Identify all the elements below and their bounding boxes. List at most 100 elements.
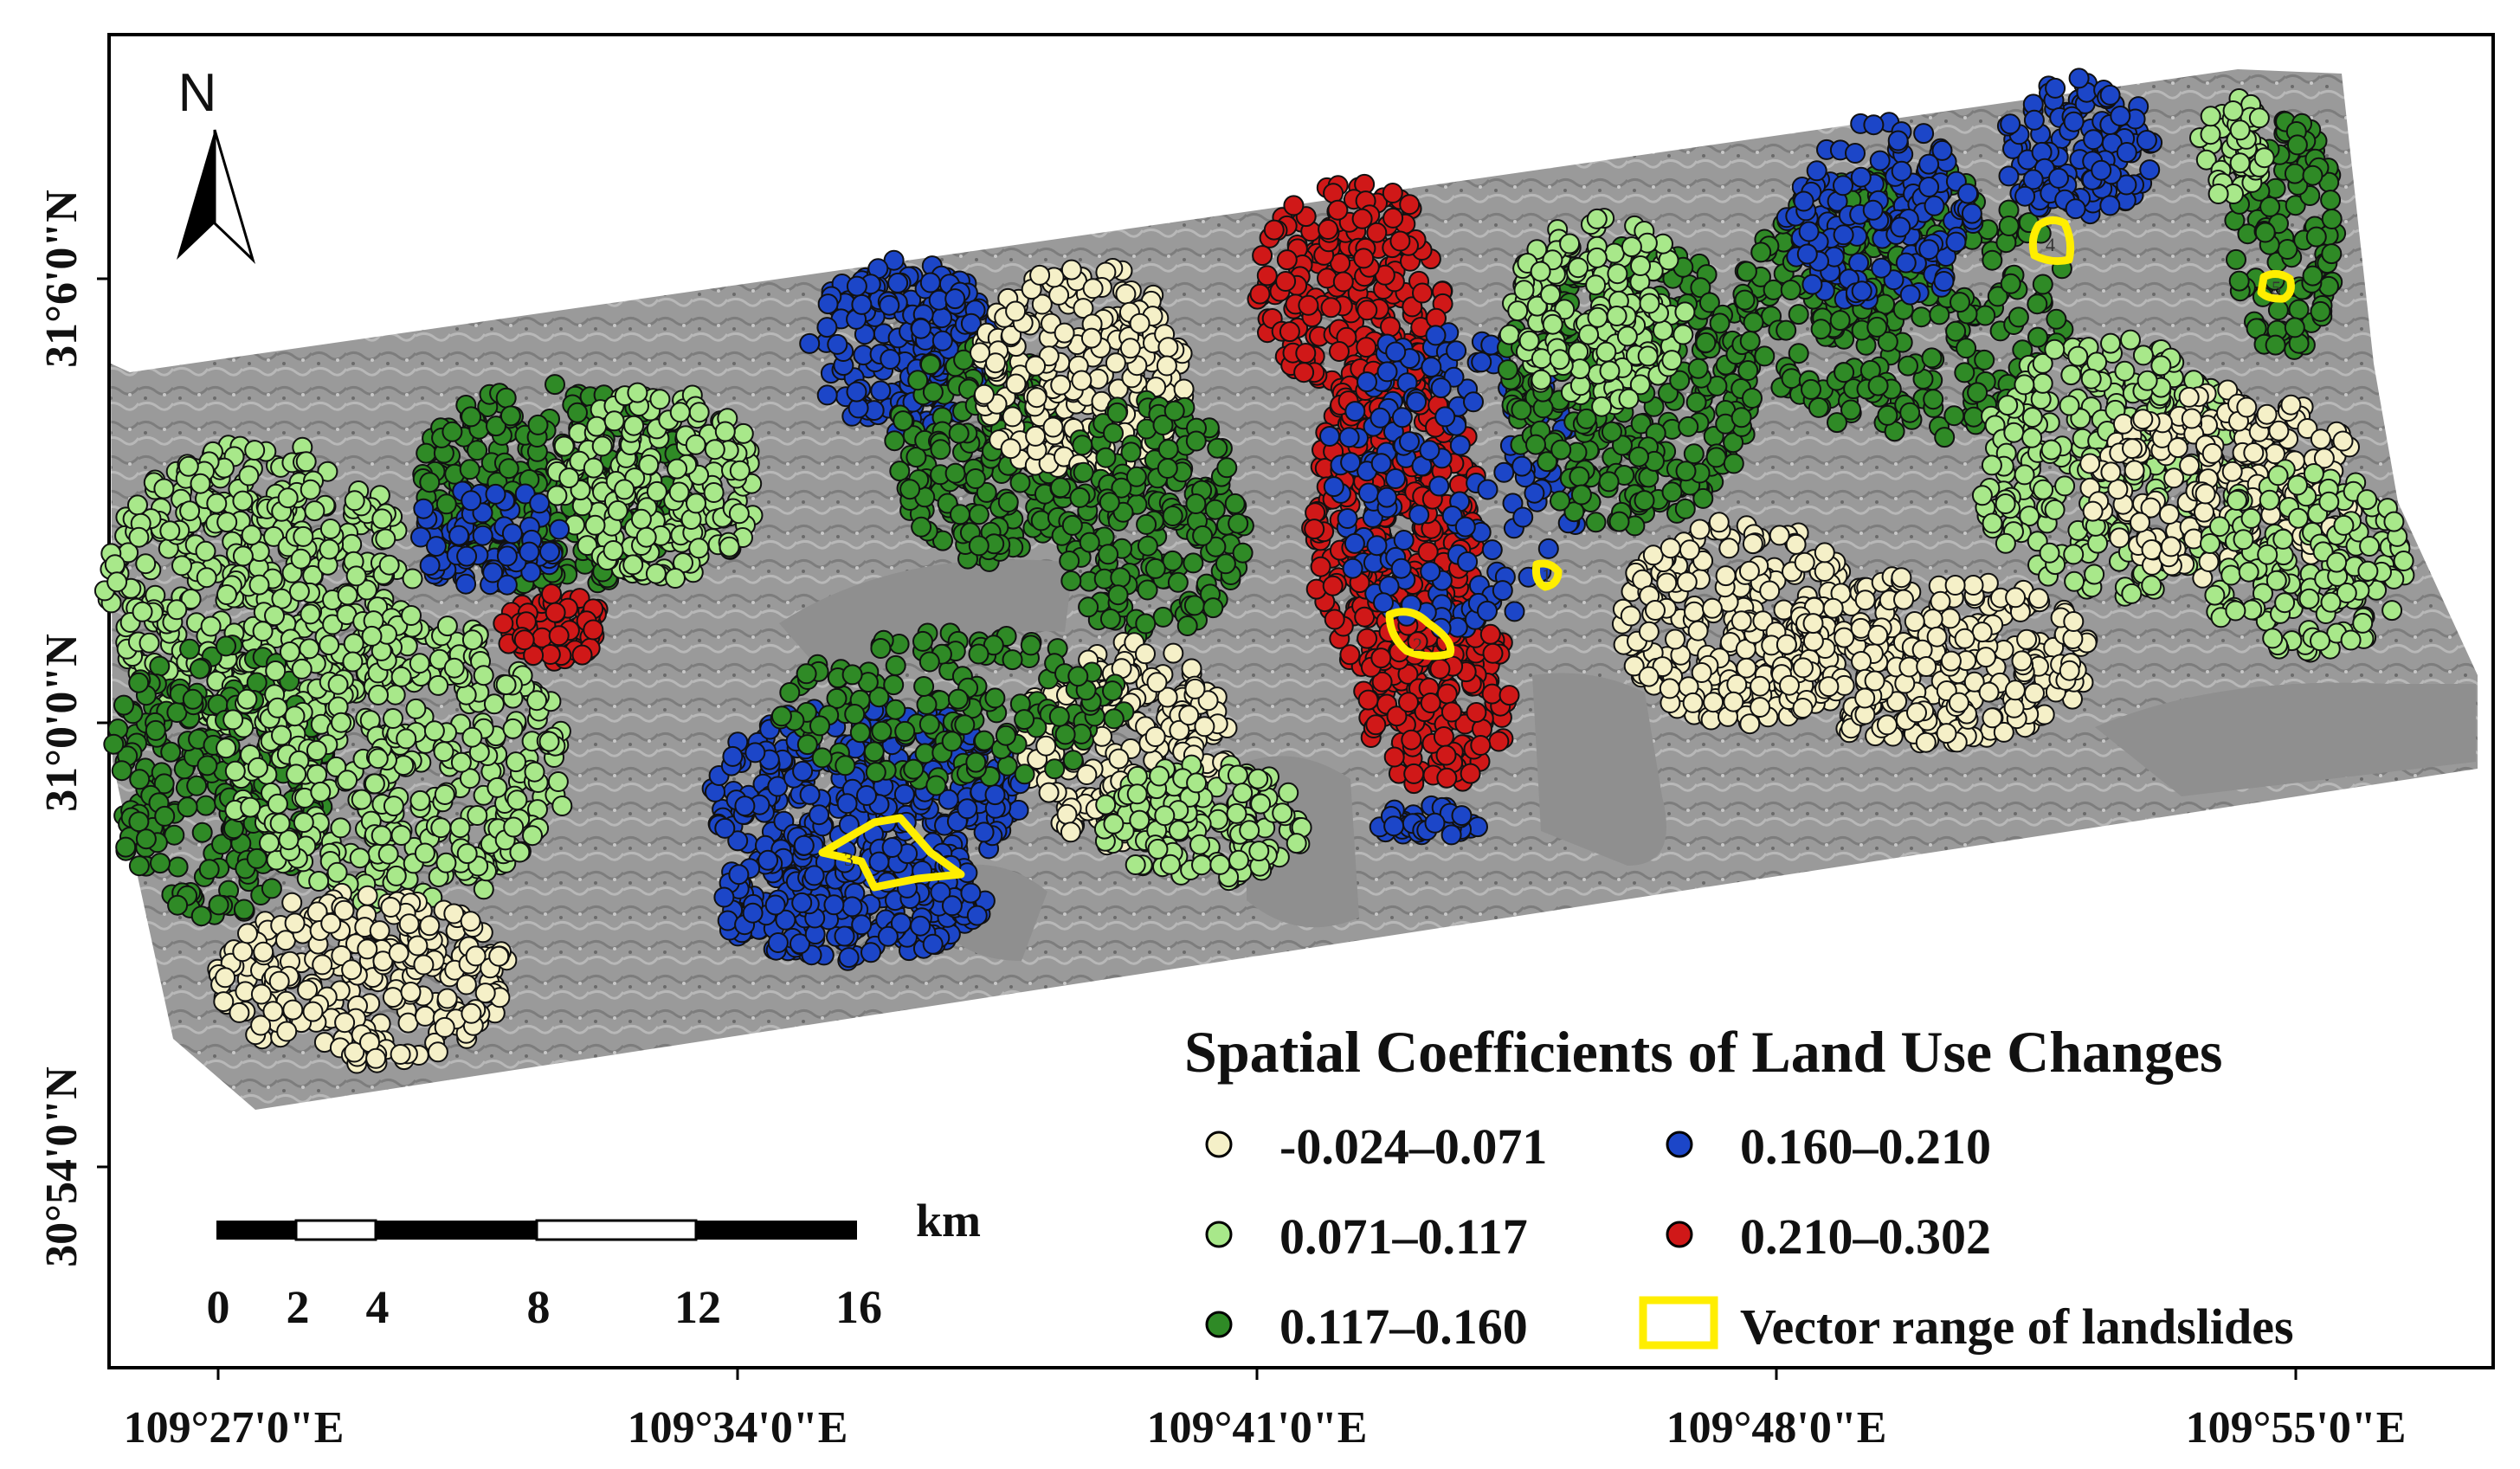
data-point-c2	[330, 817, 351, 839]
data-point-c1	[1105, 352, 1126, 374]
data-point-c1	[1163, 642, 1184, 664]
data-point-c2	[1191, 854, 1212, 876]
data-point-c4	[1477, 600, 1498, 622]
data-point-c3	[1103, 422, 1124, 444]
data-point-c5	[1488, 731, 1510, 752]
data-point-c4	[717, 910, 738, 931]
data-point-c1	[1184, 678, 1206, 699]
data-point-c2	[396, 728, 417, 750]
data-point-c3	[1202, 597, 1224, 619]
data-point-c2	[433, 741, 454, 763]
data-point-c2	[1498, 324, 1520, 345]
data-point-c2	[436, 615, 458, 637]
data-point-c4	[880, 349, 901, 370]
data-point-c1	[320, 912, 342, 934]
data-point-c5	[1389, 230, 1411, 252]
data-point-c3	[884, 430, 906, 452]
data-point-c3	[1014, 763, 1035, 785]
data-point-c2	[729, 460, 751, 481]
data-point-c4	[846, 381, 867, 403]
data-point-c2	[547, 771, 569, 792]
data-point-c3	[1224, 493, 1246, 514]
data-point-c4	[1492, 580, 1513, 602]
data-point-c4	[767, 932, 789, 953]
data-point-c4	[960, 882, 982, 904]
data-point-c3	[1695, 332, 1717, 353]
data-point-c5	[1279, 321, 1300, 343]
data-point-c5	[1298, 294, 1319, 316]
data-point-c5	[1481, 683, 1503, 705]
data-point-c1	[284, 912, 306, 934]
data-point-c3	[973, 730, 995, 751]
data-point-c2	[558, 467, 580, 489]
data-point-c3	[1162, 506, 1183, 526]
data-point-c2	[1226, 802, 1247, 824]
data-point-c3	[1048, 706, 1070, 727]
data-point-c2	[319, 538, 340, 560]
data-point-c3	[941, 731, 963, 752]
data-point-c3	[1232, 542, 1254, 564]
data-point-c2	[669, 402, 691, 423]
data-point-c4	[1337, 508, 1358, 529]
data-point-c2	[337, 584, 358, 606]
data-point-c3	[835, 755, 856, 776]
data-point-c3	[1157, 458, 1178, 479]
data-point-c2	[1209, 854, 1231, 875]
data-point-c4	[1366, 535, 1388, 557]
data-point-c2	[635, 526, 657, 548]
data-point-c3	[189, 658, 210, 680]
data-point-c4	[817, 293, 839, 315]
data-point-c3	[246, 672, 267, 693]
data-point-c2	[306, 763, 328, 785]
data-point-c2	[1189, 834, 1210, 855]
data-point-c4	[757, 849, 779, 871]
data-point-c3	[1030, 510, 1052, 532]
data-point-c5	[1403, 763, 1425, 784]
data-point-c5	[1351, 208, 1373, 229]
data-point-c2	[473, 879, 494, 900]
data-point-c3	[233, 899, 255, 920]
data-point-c1	[1144, 726, 1166, 747]
data-point-c2	[222, 709, 244, 731]
data-point-c3	[129, 769, 151, 790]
data-point-c2	[583, 457, 604, 479]
data-point-c2	[265, 660, 287, 681]
data-point-c3	[1135, 613, 1157, 635]
data-point-c4	[1457, 551, 1479, 572]
data-point-c2	[290, 548, 312, 570]
data-point-c2	[591, 435, 613, 457]
data-point-c5	[1357, 300, 1378, 321]
data-point-c2	[603, 540, 624, 561]
data-point-c3	[849, 722, 871, 744]
data-point-c2	[127, 494, 148, 516]
data-point-c2	[135, 553, 157, 575]
data-point-c2	[645, 563, 667, 584]
data-point-c3	[419, 472, 441, 493]
data-point-c4	[1344, 532, 1365, 554]
data-point-c4	[1420, 561, 1441, 583]
data-point-c3	[1120, 441, 1142, 463]
data-point-c3	[164, 824, 185, 846]
data-point-c3	[779, 682, 801, 703]
data-point-c3	[115, 836, 137, 858]
data-point-c3	[1661, 481, 1683, 503]
data-point-c3	[1550, 439, 1572, 461]
data-point-c3	[1216, 457, 1238, 479]
data-point-c3	[128, 855, 150, 877]
data-point-c5	[1479, 623, 1501, 645]
data-point-c4	[426, 536, 447, 557]
data-point-c3	[965, 751, 987, 773]
data-point-c5	[1249, 283, 1271, 305]
data-point-c1	[268, 970, 290, 992]
data-point-c1	[1056, 803, 1078, 825]
data-point-c3	[1705, 447, 1727, 468]
data-point-c4	[1393, 530, 1415, 551]
data-point-c5	[1383, 746, 1405, 768]
data-point-c3	[997, 492, 1019, 512]
data-point-c1	[253, 941, 274, 963]
data-point-c1	[434, 1016, 455, 1038]
data-point-c2	[1154, 805, 1176, 827]
data-point-c2	[327, 673, 349, 695]
data-point-c5	[1324, 609, 1345, 630]
data-point-c4	[877, 925, 899, 947]
